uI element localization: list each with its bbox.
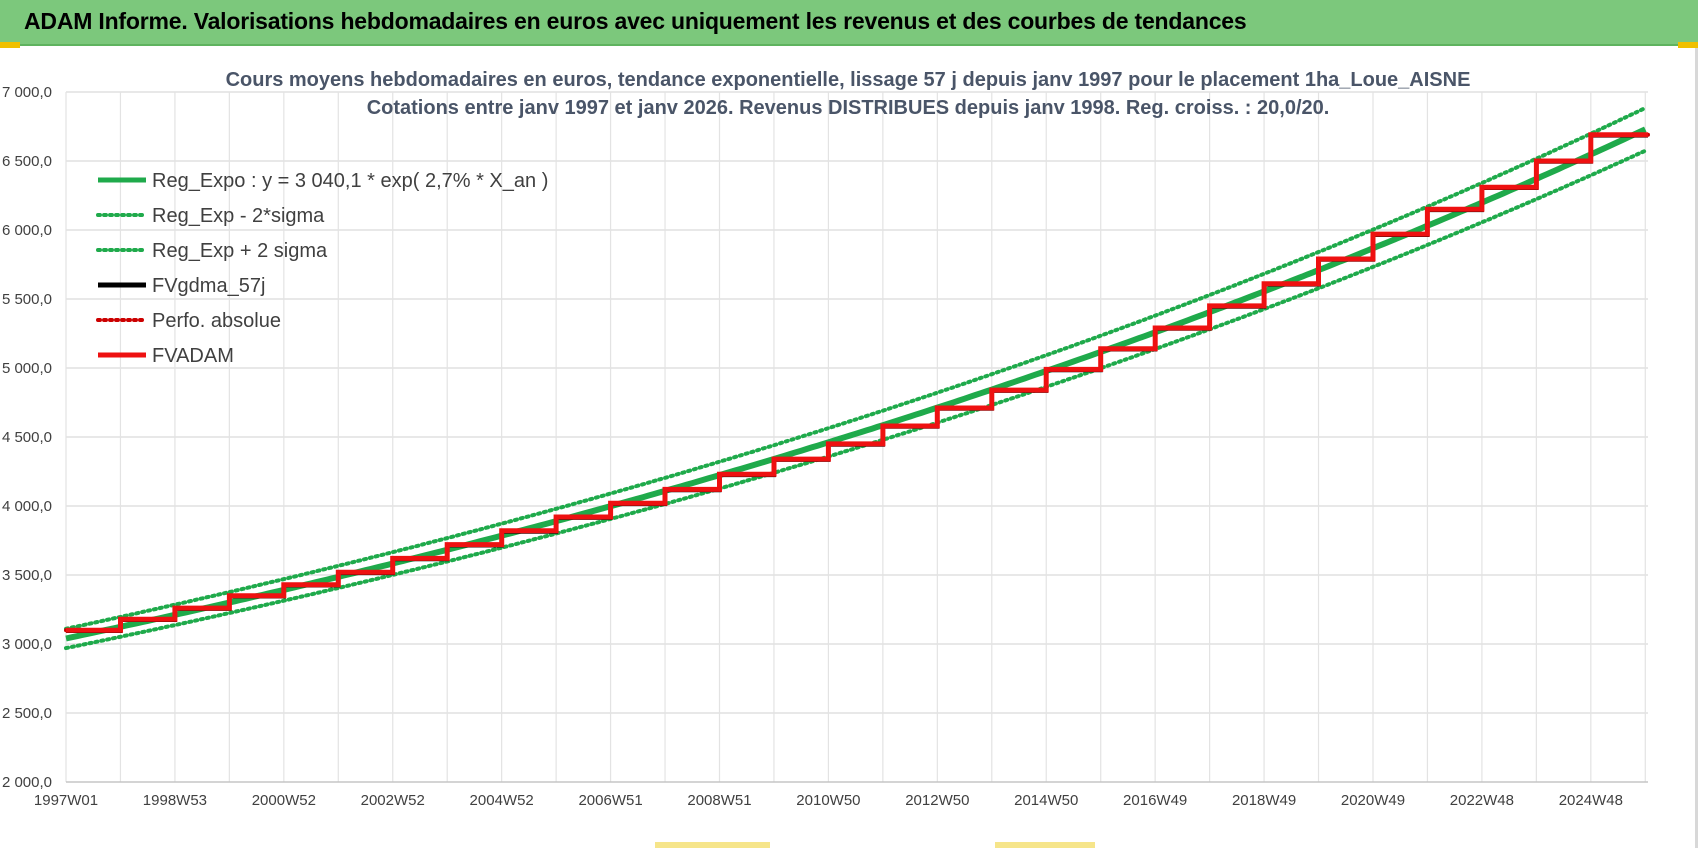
y-tick-label: 6 500,0 xyxy=(2,153,52,170)
page-title: ADAM Informe. Valorisations hebdomadaire… xyxy=(24,8,1247,34)
y-tick-label: 3 000,0 xyxy=(2,636,52,653)
bottom-strip-b xyxy=(995,842,1095,848)
y-tick-label: 5 500,0 xyxy=(2,291,52,308)
x-tick-label: 2004W52 xyxy=(470,792,534,809)
right-edge-bar xyxy=(1695,48,1698,848)
header-bar: ADAM Informe. Valorisations hebdomadaire… xyxy=(0,0,1698,46)
chart-title-line2: Cotations entre janv 1997 et janv 2026. … xyxy=(367,97,1330,119)
legend-label: Reg_Exp + 2 sigma xyxy=(152,240,328,262)
x-tick-label: 2020W49 xyxy=(1341,792,1405,809)
grid-lines xyxy=(65,91,1648,783)
x-tick-label: 1998W53 xyxy=(143,792,207,809)
series-line xyxy=(66,132,1648,633)
legend-label: Perfo. absolue xyxy=(152,310,281,332)
x-tick-label: 2002W52 xyxy=(361,792,425,809)
x-tick-label: 2000W52 xyxy=(252,792,316,809)
legend-label: FVADAM xyxy=(152,345,234,367)
y-tick-label: 5 000,0 xyxy=(2,360,52,377)
x-tick-label: 2010W50 xyxy=(796,792,860,809)
legend-label: Reg_Expo : y = 3 040,1 * exp( 2,7% * X_a… xyxy=(152,170,548,192)
legend: Reg_Expo : y = 3 040,1 * exp( 2,7% * X_a… xyxy=(96,170,548,367)
bottom-strip-a xyxy=(655,842,770,848)
y-tick-label: 2 000,0 xyxy=(2,774,52,791)
x-tick-label: 2012W50 xyxy=(905,792,969,809)
legend-label: Reg_Exp - 2*sigma xyxy=(152,205,325,227)
series-layer xyxy=(64,106,1650,651)
y-axis-ticks: 7 000,0 6 500,0 6 000,0 5 500,0 5 000,0 4 500… xyxy=(2,84,52,791)
chart-container: 7 000,0 6 500,0 6 000,0 5 500,0 5 000,0 4 500… xyxy=(0,48,1698,848)
x-tick-label: 2018W49 xyxy=(1232,792,1296,809)
y-tick-label: 7 000,0 xyxy=(2,84,52,101)
y-tick-label: 4 500,0 xyxy=(2,429,52,446)
y-tick-label: 4 000,0 xyxy=(2,498,52,515)
x-tick-label: 2022W48 xyxy=(1450,792,1514,809)
x-axis-ticks: 1997W01 1998W53 2000W52 2002W52 2004W52 2006W… xyxy=(34,792,1623,809)
x-tick-label: 2014W50 xyxy=(1014,792,1078,809)
y-tick-label: 2 500,0 xyxy=(2,705,52,722)
chart-title-line1: Cours moyens hebdomadaires en euros, ten… xyxy=(226,69,1471,91)
series-line xyxy=(65,126,1647,642)
x-tick-label: 2008W51 xyxy=(687,792,751,809)
y-tick-label: 3 500,0 xyxy=(2,567,52,584)
corner-marker-left xyxy=(0,42,20,48)
x-tick-label: 1997W01 xyxy=(34,792,98,809)
series-line xyxy=(64,148,1648,651)
series-line xyxy=(64,106,1648,631)
x-tick-label: 2016W49 xyxy=(1123,792,1187,809)
chart-svg: 7 000,0 6 500,0 6 000,0 5 500,0 5 000,0 4 500… xyxy=(2,69,1650,809)
corner-marker-right xyxy=(1678,42,1698,48)
legend-label: FVgdma_57j xyxy=(152,275,265,297)
x-tick-label: 2024W48 xyxy=(1559,792,1623,809)
x-tick-label: 2006W51 xyxy=(578,792,642,809)
y-tick-label: 6 000,0 xyxy=(2,222,52,239)
